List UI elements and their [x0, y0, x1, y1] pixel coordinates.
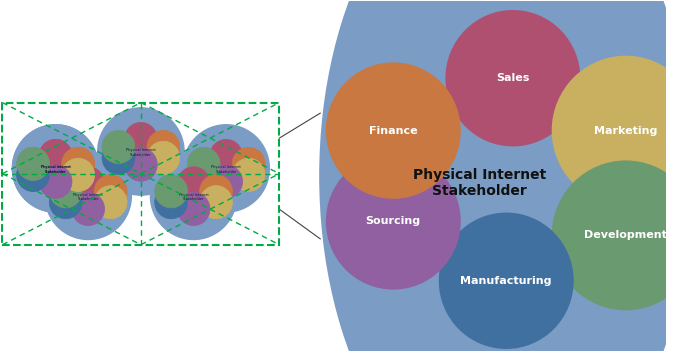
- Ellipse shape: [155, 186, 188, 219]
- Ellipse shape: [62, 158, 95, 191]
- Text: Development: Development: [584, 230, 668, 240]
- Ellipse shape: [72, 193, 104, 226]
- Text: Physical Internet
Stakeholder: Physical Internet Stakeholder: [211, 165, 241, 174]
- Ellipse shape: [232, 158, 265, 191]
- Ellipse shape: [188, 147, 220, 181]
- Text: Sales: Sales: [496, 73, 529, 83]
- Ellipse shape: [49, 175, 82, 208]
- Ellipse shape: [39, 139, 72, 172]
- Bar: [3, 102, 280, 245]
- Ellipse shape: [440, 214, 573, 348]
- Ellipse shape: [177, 167, 210, 200]
- Text: Sourcing: Sourcing: [366, 216, 421, 226]
- Ellipse shape: [147, 141, 180, 175]
- Ellipse shape: [552, 57, 677, 205]
- Ellipse shape: [17, 158, 49, 191]
- Ellipse shape: [97, 108, 184, 195]
- Ellipse shape: [147, 130, 180, 164]
- Ellipse shape: [12, 125, 99, 212]
- Text: Physical Internet
Stakeholder: Physical Internet Stakeholder: [179, 193, 209, 201]
- Ellipse shape: [62, 158, 95, 191]
- Text: Manufacturing: Manufacturing: [460, 276, 552, 286]
- Ellipse shape: [49, 186, 82, 219]
- Text: Physical Internet
Stakeholder: Physical Internet Stakeholder: [73, 193, 103, 201]
- Ellipse shape: [17, 158, 49, 191]
- Ellipse shape: [102, 130, 135, 164]
- Ellipse shape: [150, 152, 237, 239]
- Ellipse shape: [327, 154, 460, 289]
- Ellipse shape: [62, 147, 95, 181]
- Ellipse shape: [94, 186, 127, 219]
- Text: Marketing: Marketing: [594, 126, 657, 136]
- Ellipse shape: [320, 0, 677, 352]
- Ellipse shape: [155, 175, 188, 208]
- Ellipse shape: [177, 193, 210, 226]
- Ellipse shape: [200, 186, 232, 219]
- Ellipse shape: [39, 139, 72, 172]
- Ellipse shape: [188, 158, 220, 191]
- Ellipse shape: [94, 175, 127, 208]
- Ellipse shape: [17, 147, 49, 181]
- Ellipse shape: [232, 147, 265, 181]
- Text: Finance: Finance: [369, 126, 418, 136]
- Ellipse shape: [72, 167, 104, 200]
- Ellipse shape: [446, 11, 580, 145]
- Ellipse shape: [17, 147, 49, 181]
- Ellipse shape: [45, 152, 131, 239]
- Ellipse shape: [39, 165, 72, 198]
- Text: Physical Internet
Stakeholder: Physical Internet Stakeholder: [126, 148, 156, 157]
- Ellipse shape: [12, 125, 99, 212]
- Ellipse shape: [62, 147, 95, 181]
- Ellipse shape: [200, 175, 232, 208]
- Ellipse shape: [552, 162, 677, 309]
- Text: Physical Internet
Stakeholder: Physical Internet Stakeholder: [41, 165, 70, 174]
- Ellipse shape: [125, 122, 157, 156]
- Ellipse shape: [102, 141, 135, 175]
- Ellipse shape: [125, 148, 157, 181]
- Text: Physical Internet
Stakeholder: Physical Internet Stakeholder: [413, 168, 546, 198]
- Ellipse shape: [327, 63, 460, 198]
- Ellipse shape: [210, 165, 242, 198]
- Ellipse shape: [183, 125, 269, 212]
- Text: Physical Internet
Stakeholder: Physical Internet Stakeholder: [41, 165, 70, 174]
- Ellipse shape: [210, 139, 242, 172]
- Ellipse shape: [39, 165, 72, 198]
